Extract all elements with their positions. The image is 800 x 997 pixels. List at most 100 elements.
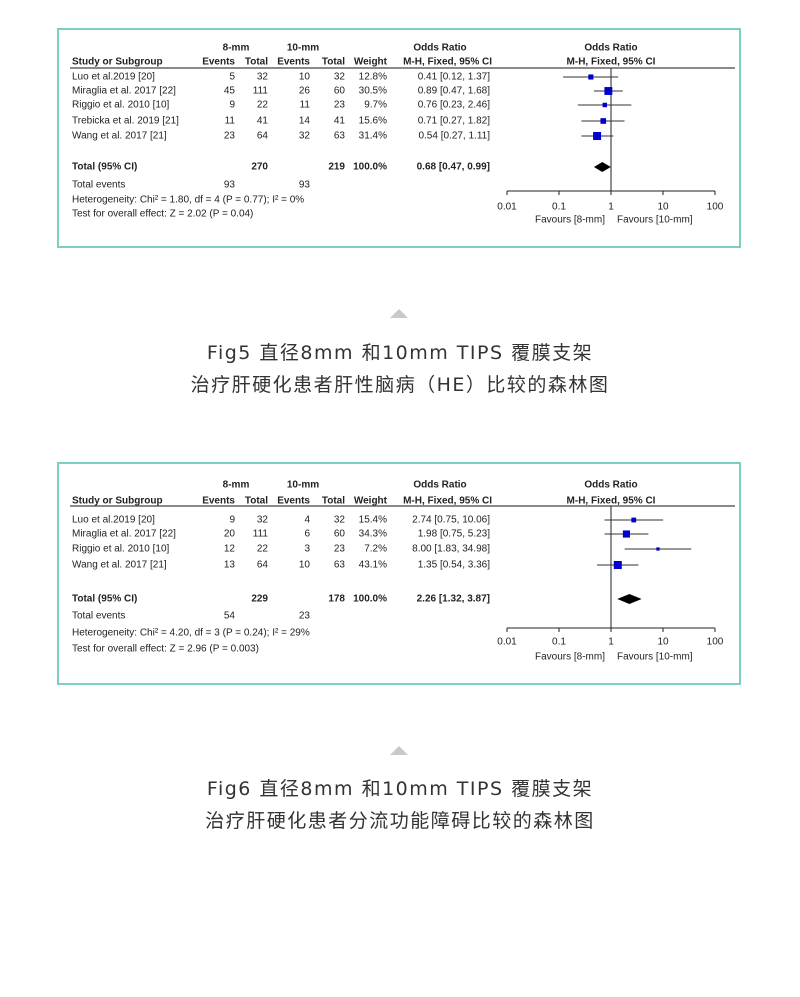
- total-8mm: 22: [257, 544, 269, 555]
- point-estimate-square: [631, 517, 637, 523]
- weight: 9.7%: [364, 100, 387, 111]
- favours-left-label: Favours [8-mm]: [535, 215, 605, 226]
- odds-ratio-ci: 1.98 [0.75, 5.23]: [418, 529, 491, 540]
- total-10mm: 63: [334, 560, 346, 571]
- events-8mm: 20: [224, 529, 236, 540]
- total-10mm: 60: [334, 529, 346, 540]
- events-8mm: 45: [224, 86, 236, 97]
- total-10mm: 23: [334, 544, 346, 555]
- weight: 15.6%: [359, 116, 387, 127]
- weight: 30.5%: [359, 86, 387, 97]
- plot-header-method: M-H, Fixed, 95% CI: [567, 496, 656, 507]
- events-10mm: 3: [304, 544, 310, 555]
- axis-tick-label: 100: [707, 637, 724, 648]
- weight: 12.8%: [359, 72, 387, 83]
- study-name: Wang et al. 2017 [21]: [72, 560, 167, 571]
- total-8mm: 270: [251, 162, 268, 173]
- events-10mm: 32: [299, 131, 311, 142]
- caption-line-2: 治疗肝硬化患者肝性脑病（HE）比较的森林图: [190, 374, 610, 396]
- events-8mm: 5: [229, 72, 235, 83]
- favours-right-label: Favours [10-mm]: [617, 652, 693, 663]
- axis-tick-label: 10: [657, 202, 669, 213]
- axis-tick-label: 10: [657, 637, 669, 648]
- total-8mm: 32: [257, 72, 269, 83]
- caption-line-2: 治疗肝硬化患者分流功能障碍比较的森林图: [205, 810, 595, 832]
- header-events-2: Events: [277, 496, 310, 507]
- weight: 7.2%: [364, 544, 387, 555]
- header-events-1: Events: [202, 57, 235, 68]
- forest-plot-shunt-dysfunction: 8-mm 10-mm Odds Ratio Odds Ratio Study or Su…: [57, 462, 741, 685]
- events-10mm: 10: [299, 560, 311, 571]
- point-estimate-square: [656, 547, 660, 551]
- total-8mm: 32: [257, 515, 269, 526]
- total-odds-ratio: 0.68 [0.47, 0.99]: [417, 162, 490, 173]
- axis-tick-label: 100: [707, 202, 724, 213]
- total-8mm: 111: [253, 86, 269, 97]
- point-estimate-square: [604, 87, 613, 95]
- weight: 31.4%: [359, 131, 387, 142]
- total-10mm: 60: [334, 86, 346, 97]
- study-name: Miraglia et al. 2017 [22]: [72, 86, 176, 97]
- forest-plot-svg: 8-mm 10-mm Odds Ratio Odds Ratio Study or Su…: [70, 480, 735, 663]
- header-10mm: 10-mm: [287, 43, 319, 54]
- study-name: Riggio et al. 2010 [10]: [72, 544, 170, 555]
- axis-tick-label: 0.1: [552, 637, 566, 648]
- total-8mm: 64: [257, 560, 269, 571]
- header-8mm: 8-mm: [223, 43, 250, 54]
- header-study: Study or Subgroup: [72, 57, 163, 68]
- total-10mm: 32: [334, 72, 346, 83]
- total-10mm: 41: [334, 116, 346, 127]
- events-10mm: 26: [299, 86, 311, 97]
- forest-plot-he: 8-mm 10-mm Odds Ratio Odds Ratio Study or Su…: [57, 28, 741, 248]
- events-10mm: 6: [304, 529, 310, 540]
- figure-caption-5: Fig5 直径8mm 和10mm TIPS 覆膜支架 治疗肝硬化患者肝性脑病（H…: [0, 337, 800, 401]
- favours-left-label: Favours [8-mm]: [535, 652, 605, 663]
- odds-ratio-ci: 0.89 [0.47, 1.68]: [418, 86, 491, 97]
- heterogeneity-text: Heterogeneity: Chi² = 4.20, df = 3 (P = …: [72, 628, 310, 639]
- header-study: Study or Subgroup: [72, 496, 163, 507]
- total-10mm: 178: [328, 594, 345, 605]
- point-estimate-square: [588, 74, 594, 80]
- events-8mm: 9: [229, 515, 235, 526]
- header-events-1: Events: [202, 496, 235, 507]
- total-8mm: 64: [257, 131, 269, 142]
- header-total-1: Total: [245, 496, 268, 507]
- overall-effect-text: Test for overall effect: Z = 2.02 (P = 0…: [72, 209, 253, 220]
- total-8mm: 229: [251, 594, 268, 605]
- header-total-2: Total: [322, 496, 345, 507]
- odds-ratio-ci: 2.74 [0.75, 10.06]: [412, 515, 490, 526]
- total-label: Total (95% CI): [72, 162, 137, 173]
- total-events-8mm: 54: [224, 611, 236, 622]
- header-events-2: Events: [277, 57, 310, 68]
- total-8mm: 111: [253, 529, 269, 540]
- total-weight: 100.0%: [353, 594, 387, 605]
- total-events-10mm: 23: [299, 611, 311, 622]
- total-10mm: 23: [334, 100, 346, 111]
- odds-ratio-ci: 1.35 [0.54, 3.36]: [418, 560, 491, 571]
- weight: 34.3%: [359, 529, 387, 540]
- events-10mm: 4: [304, 515, 310, 526]
- weight: 43.1%: [359, 560, 387, 571]
- total-10mm: 32: [334, 515, 346, 526]
- triangle-up-icon: [390, 309, 408, 318]
- header-total-1: Total: [245, 57, 268, 68]
- header-method: M-H, Fixed, 95% CI: [403, 57, 492, 68]
- events-8mm: 11: [225, 116, 236, 127]
- total-odds-ratio: 2.26 [1.32, 3.87]: [417, 594, 490, 605]
- header-weight: Weight: [354, 496, 388, 507]
- total-10mm: 63: [334, 131, 346, 142]
- total-events-label: Total events: [72, 611, 125, 622]
- header-8mm: 8-mm: [223, 480, 250, 491]
- total-8mm: 41: [257, 116, 269, 127]
- events-10mm: 10: [299, 72, 311, 83]
- weight: 15.4%: [359, 515, 387, 526]
- axis-tick-label: 1: [608, 202, 614, 213]
- events-8mm: 9: [229, 100, 235, 111]
- total-events-10mm: 93: [299, 180, 311, 191]
- odds-ratio-ci: 0.54 [0.27, 1.11]: [418, 131, 490, 142]
- total-events-8mm: 93: [224, 180, 236, 191]
- header-odds-ratio: Odds Ratio: [413, 480, 466, 491]
- study-name: Trebicka et al. 2019 [21]: [72, 116, 179, 127]
- axis-tick-label: 1: [608, 637, 614, 648]
- axis-tick-label: 0.01: [497, 637, 517, 648]
